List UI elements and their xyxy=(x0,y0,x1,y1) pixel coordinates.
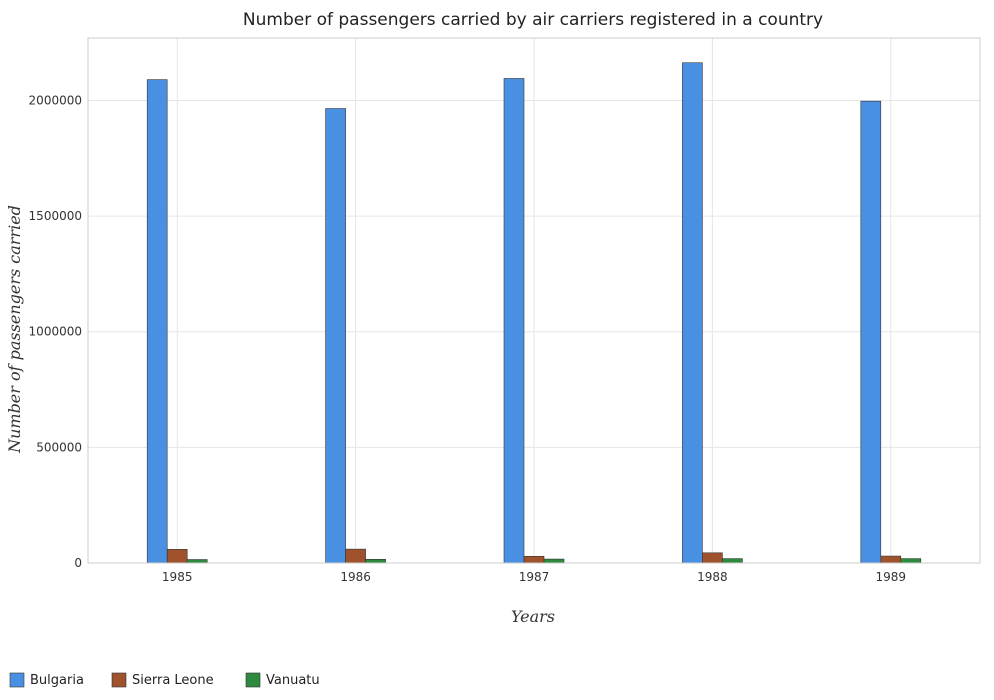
legend-swatch xyxy=(245,672,261,688)
bar-bulgaria-1987 xyxy=(503,78,525,564)
y-axis-label: Number of passengers carried xyxy=(5,205,24,454)
x-tick-label: 1986 xyxy=(340,570,371,584)
bar-sierra-leone-1987 xyxy=(523,555,545,564)
bar-sierra-leone-1988 xyxy=(702,552,723,564)
bar-vanuatu-1986 xyxy=(365,558,386,564)
bar-sierra-leone-1989 xyxy=(880,555,902,564)
axis-layer: 0 500000 1000000 1500000 2000000 1985 1986 1987… xyxy=(29,37,981,584)
y-tick-label: 2000000 xyxy=(29,93,82,107)
x-tick-label: 1988 xyxy=(697,570,728,584)
y-tick-label: 1500000 xyxy=(29,209,82,223)
bars-layer xyxy=(146,62,922,564)
x-tick-label: 1989 xyxy=(876,570,907,584)
legend-entry: Bulgaria xyxy=(30,673,84,688)
y-tick-label: 500000 xyxy=(36,440,82,454)
grid-layer xyxy=(88,38,980,564)
x-axis-label: Years xyxy=(511,607,555,626)
bar-bulgaria-1986 xyxy=(325,108,346,564)
legend-entry: Vanuatu xyxy=(266,673,320,688)
x-tick-label: 1987 xyxy=(519,570,550,584)
legend-swatch xyxy=(111,672,127,688)
bar-bulgaria-1989 xyxy=(860,100,882,564)
bar-bulgaria-1985 xyxy=(146,79,168,564)
y-tick-label: 0 xyxy=(74,556,82,570)
bar-bulgaria-1988 xyxy=(682,62,703,564)
x-tick-label: 1985 xyxy=(162,570,193,584)
bar-vanuatu-1988 xyxy=(722,558,743,564)
bar-vanuatu-1989 xyxy=(900,558,922,564)
legend-swatch xyxy=(9,672,25,688)
bar-vanuatu-1985 xyxy=(186,559,208,564)
bar-sierra-leone-1986 xyxy=(345,548,366,564)
legend-entry: Sierra Leone xyxy=(132,673,214,688)
chart-title: Number of passengers carried by air carr… xyxy=(243,10,823,30)
plot-frame xyxy=(87,37,981,564)
bar-sierra-leone-1985 xyxy=(166,549,188,564)
legend: Bulgaria Sierra Leone Vanuatu xyxy=(9,672,320,688)
bar-vanuatu-1987 xyxy=(543,558,565,564)
y-tick-label: 1000000 xyxy=(29,325,82,339)
